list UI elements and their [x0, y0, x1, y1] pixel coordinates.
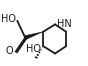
Text: HN: HN — [57, 19, 72, 29]
Text: O: O — [5, 46, 13, 56]
Text: HO: HO — [1, 14, 16, 24]
Text: HO: HO — [26, 44, 41, 54]
Polygon shape — [24, 32, 43, 39]
